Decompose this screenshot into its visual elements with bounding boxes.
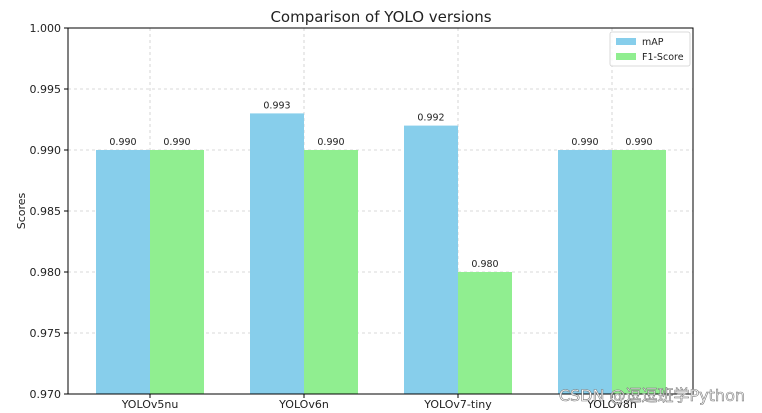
x-tick-label: YOLOv6n (278, 398, 329, 411)
legend-label: mAP (642, 37, 664, 48)
y-tick-label: 0.990 (30, 144, 62, 157)
bar-f1-score (150, 150, 204, 394)
y-axis-label: Scores (15, 192, 28, 229)
x-tick-label: YOLOv7-tiny (423, 398, 492, 411)
legend-swatch (616, 53, 636, 60)
bar-f1-score (304, 150, 358, 394)
chart-title: Comparison of YOLO versions (270, 8, 491, 26)
bar-map (558, 150, 612, 394)
x-tick-label: YOLOv8n (586, 398, 637, 411)
bar-map (250, 113, 304, 395)
x-axis-ticks: YOLOv5nu YOLOv6n YOLOv7-tiny YOLOv8n (121, 394, 637, 411)
y-tick-label: 0.980 (30, 266, 62, 279)
bar-f1-score (458, 272, 512, 394)
y-axis-ticks: 0.970 0.975 0.980 0.985 0.990 0.995 1.000 (30, 22, 68, 401)
bars: 0.990 0.993 0.992 0.990 0.990 0.990 0.980 0.990 (96, 100, 666, 395)
data-label: 0.993 (263, 100, 290, 111)
y-tick-label: 0.975 (30, 327, 62, 340)
data-label: 0.990 (163, 137, 190, 148)
y-tick-label: 0.970 (30, 388, 62, 401)
data-label: 0.992 (417, 113, 444, 124)
data-label: 0.990 (571, 137, 598, 148)
data-label: 0.990 (625, 137, 652, 148)
legend-swatch (616, 38, 636, 45)
bar-f1-score (612, 150, 666, 394)
legend: mAP F1-Score (609, 31, 691, 67)
data-label: 0.990 (109, 137, 136, 148)
bar-map (404, 125, 458, 394)
y-tick-label: 1.000 (30, 22, 62, 35)
data-label: 0.990 (317, 137, 344, 148)
data-label: 0.980 (471, 259, 498, 270)
legend-label: F1-Score (642, 52, 684, 63)
y-tick-label: 0.995 (30, 83, 62, 96)
y-tick-label: 0.985 (30, 205, 62, 218)
bar-map (96, 150, 150, 394)
watermark: CSDN @逗逗班学Python (559, 386, 745, 405)
x-tick-label: YOLOv5nu (121, 398, 179, 411)
